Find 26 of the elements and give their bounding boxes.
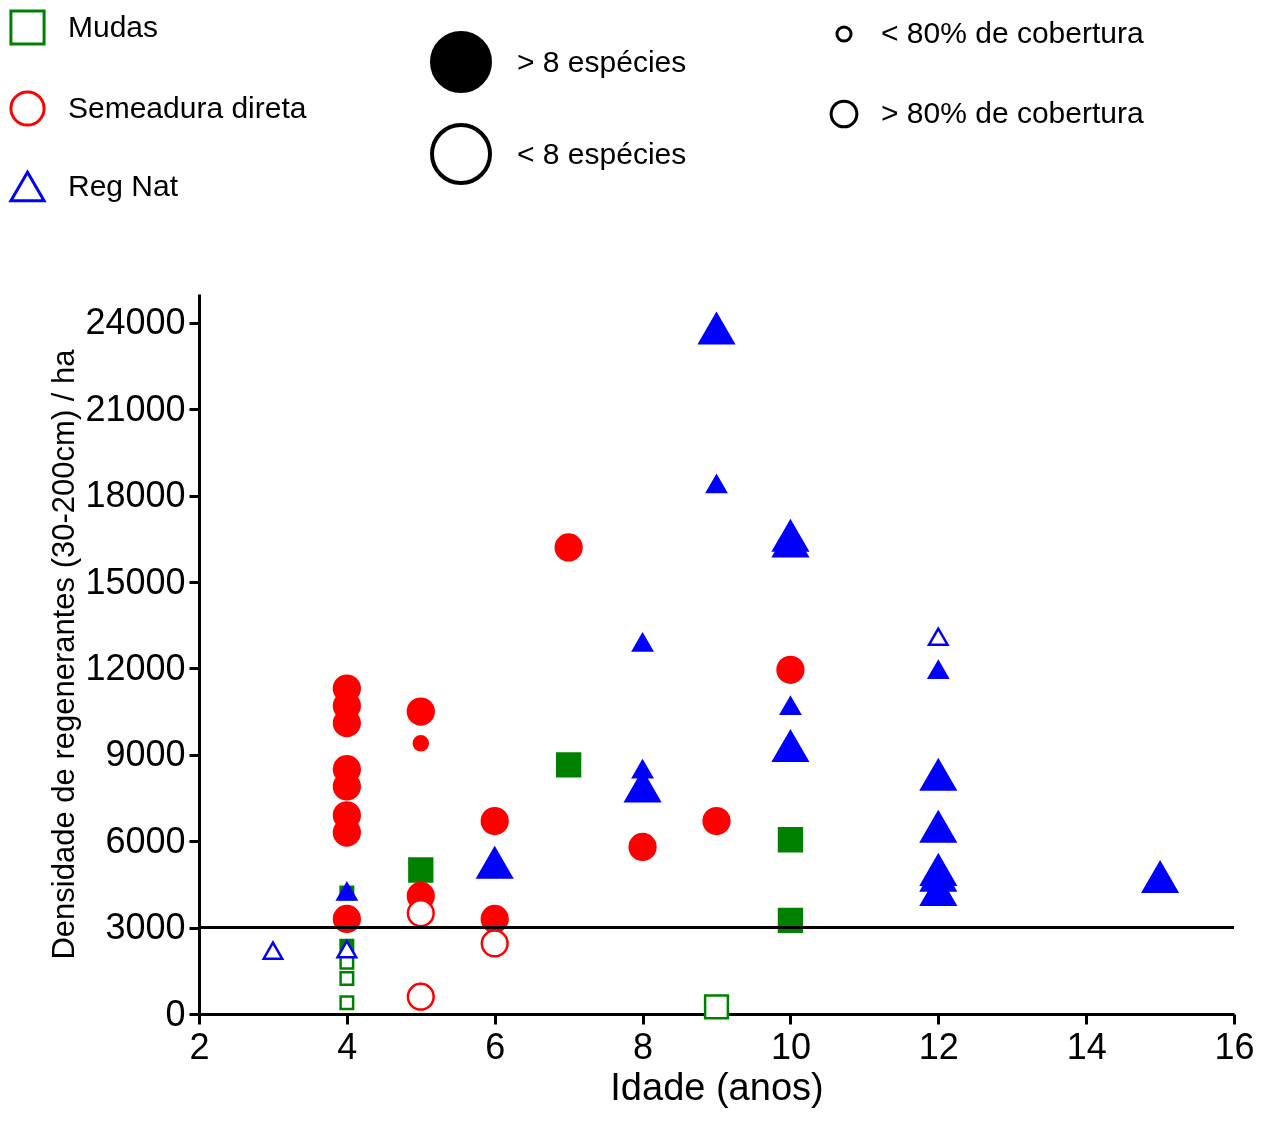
y-tick-label: 18000 (85, 474, 186, 516)
legend-label: Reg Nat (68, 168, 179, 202)
legend-label: Mudas (68, 9, 159, 43)
legend-label: < 80% de cobertura (881, 16, 1144, 49)
text: < 8 espécies (517, 137, 687, 171)
x-tick-label: 4 (337, 1025, 358, 1067)
y-tick-label: 15000 (85, 560, 186, 602)
y-axis-title: Densidade de regenerantes (30-200cm) / ha (46, 348, 82, 960)
y-tick-label: 9000 (105, 733, 186, 775)
x-tick-label: 8 (633, 1025, 654, 1067)
legend-label: > 80% de cobertura (881, 96, 1144, 129)
x-tick-label: 16 (1214, 1025, 1255, 1067)
x-tick-label: 6 (485, 1025, 506, 1067)
text: > 8 espécies (517, 45, 687, 79)
x-tick-label: 12 (918, 1025, 959, 1067)
x-axis-title: Idade (anos) (610, 1065, 824, 1108)
x-tick-label: 14 (1066, 1025, 1107, 1067)
y-tick-label: 3000 (105, 906, 186, 948)
y-tick-label: 21000 (85, 387, 186, 429)
y-tick-label: 12000 (85, 646, 186, 688)
y-tick-label: 0 (165, 992, 186, 1034)
y-tick-label: 24000 (85, 301, 186, 343)
legend-label: Semeadura direta (68, 90, 307, 124)
x-tick-label: 2 (189, 1025, 210, 1067)
x-tick-label: 10 (770, 1025, 811, 1067)
y-tick-label: 6000 (105, 819, 186, 861)
